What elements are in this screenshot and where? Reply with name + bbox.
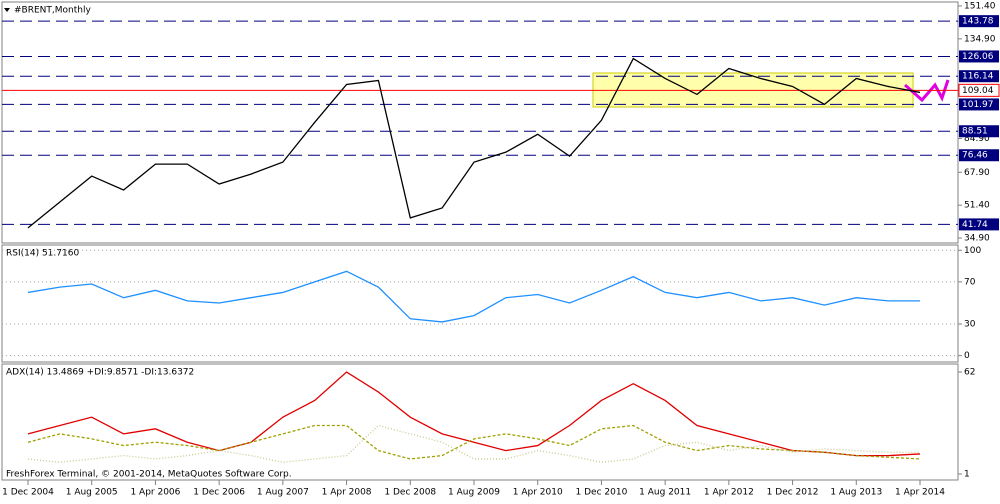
forecast-arrow xyxy=(904,79,950,103)
y-tick-label: 62 xyxy=(964,368,975,378)
level-label: 76.46 xyxy=(962,151,988,161)
rsi-title: RSI(14) 51.7160 xyxy=(6,249,79,259)
x-tick-label: 1 Dec 2006 xyxy=(193,488,245,498)
footer: FreshForex Terminal, © 2001-2014, MetaQu… xyxy=(6,470,292,480)
data-line xyxy=(27,371,921,457)
data-line xyxy=(27,57,921,229)
x-tick-label: 1 Aug 2005 xyxy=(66,488,118,498)
x-tick-label: 1 Apr 2014 xyxy=(895,488,945,498)
menu-icon xyxy=(4,8,10,12)
level-label: 101.97 xyxy=(962,100,994,110)
adx-title: ADX(14) 13.4869 +DI:9.8571 -DI:13.6372 xyxy=(6,368,194,378)
level-tag xyxy=(959,15,999,28)
y-tick-label: 70 xyxy=(964,277,976,287)
level-label: 88.51 xyxy=(962,127,988,137)
level-label: 116.14 xyxy=(962,72,994,82)
level-tag xyxy=(959,125,999,138)
level-label: 143.78 xyxy=(962,17,994,27)
y-tick-label: 34.90 xyxy=(964,234,990,244)
x-tick-label: 1 Apr 2008 xyxy=(322,488,372,498)
x-tick-label: 1 Apr 2012 xyxy=(704,488,754,498)
data-line xyxy=(27,424,921,460)
y-tick-label: 151.40 xyxy=(964,1,996,11)
x-tick-label: 1 Dec 2010 xyxy=(576,488,628,498)
level-tag xyxy=(959,149,999,162)
x-tick-label: 1 Dec 2012 xyxy=(767,488,819,498)
data-line xyxy=(27,424,920,463)
price-title: #BRENT,Monthly xyxy=(14,6,91,16)
y-tick-label: 1 xyxy=(964,469,970,479)
level-tag xyxy=(959,50,999,63)
current-price-label: 109.04 xyxy=(962,86,994,96)
x-tick-label: 1 Aug 2013 xyxy=(830,488,882,498)
current-price-tag xyxy=(958,83,1000,97)
y-tick-label: 100 xyxy=(964,246,981,256)
y-tick-label: 134.90 xyxy=(964,34,996,44)
adx-panel xyxy=(1,363,959,481)
level-label: 126.06 xyxy=(962,52,994,62)
x-tick-label: 1 Aug 2007 xyxy=(257,488,309,498)
data-line xyxy=(27,270,920,323)
y-tick-label: 67.90 xyxy=(964,168,990,178)
y-tick-label: 84.90 xyxy=(964,134,990,144)
y-tick-label: 30 xyxy=(964,320,976,330)
y-tick-label: 0 xyxy=(964,351,970,361)
y-tick-label: 51.40 xyxy=(964,201,990,211)
x-tick-label: 1 Dec 2008 xyxy=(384,488,436,498)
x-tick-label: 1 Apr 2010 xyxy=(513,488,563,498)
level-tag xyxy=(959,98,999,111)
x-tick-label: 1 Aug 2009 xyxy=(448,488,500,498)
x-tick-label: 1 Apr 2006 xyxy=(130,488,180,498)
level-label: 41.74 xyxy=(962,220,988,230)
rsi-panel xyxy=(1,244,959,363)
level-tag xyxy=(959,70,999,83)
price-panel xyxy=(1,1,959,244)
x-tick-label: 1 Dec 2004 xyxy=(2,488,54,498)
level-tag xyxy=(959,218,999,231)
x-tick-label: 1 Aug 2011 xyxy=(639,488,691,498)
